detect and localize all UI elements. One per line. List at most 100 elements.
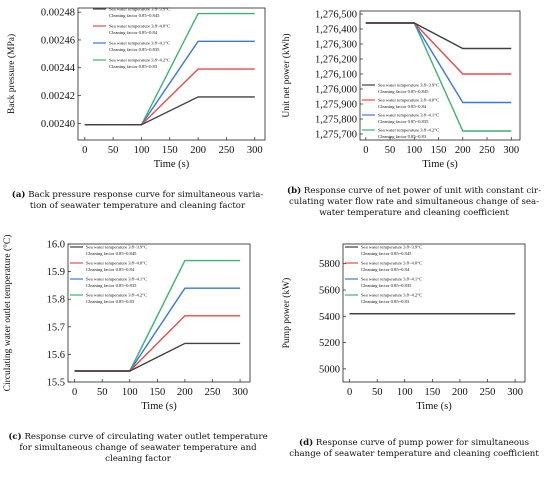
- x-axis-title: Time (s): [416, 401, 452, 412]
- x-axis-title: Time (s): [154, 159, 190, 170]
- x-tick-label: 300: [247, 145, 263, 156]
- y-tick-label: 15.8: [47, 295, 65, 306]
- legend-label: Sea water temperature 3.8~3.9°C: [86, 245, 147, 250]
- series-line-black: [365, 22, 512, 50]
- x-tick-label: 150: [431, 145, 447, 156]
- x-tick-label: 50: [385, 145, 396, 156]
- x-tick-label: 50: [97, 387, 108, 398]
- chart-c-svg: 0 50 100 150 200 250 300 15.5 15.6 15.7 15.8 15.9 16…: [2, 235, 251, 412]
- x-tick-label: 250: [205, 387, 221, 398]
- x-tick-label: 150: [149, 387, 165, 398]
- y-tick-label: 1,275,900: [315, 100, 357, 111]
- legend-label: Cleaning factor 0.85~0.845: [86, 251, 137, 256]
- y-tick-label: 5600: [319, 286, 340, 297]
- legend-label: Cleaning factor 0.85~0.84: [378, 104, 427, 109]
- x-tick-label: 300: [503, 145, 519, 156]
- caption-text: culating water flow rate and simultaneou…: [288, 197, 539, 207]
- plot-frame: [342, 243, 526, 383]
- series-line-black: [74, 342, 241, 372]
- legend-label: Cleaning factor 0.85~0.84: [86, 267, 135, 272]
- legend-label: Sea water temperature 3.8~4.1°C: [361, 277, 422, 282]
- chart-panel-b: 0 50 100 150 200 250 300 1,275,700 1,275,800 1,27…: [275, 0, 550, 235]
- legend-label: Cleaning factor 0.85~0.835: [109, 47, 160, 52]
- y-axis-title: Unit net power (kWh): [281, 33, 292, 117]
- y-tick-label: 15.5: [47, 378, 65, 389]
- x-tick-label: 200: [455, 145, 471, 156]
- legend-label: Cleaning factor 0.85~0.83: [86, 299, 135, 304]
- legend-label: Sea water temperature 3.8~4.1°C: [378, 113, 439, 118]
- chart-a-svg: 0 50 100 150 200 250 300 0.00240 0.00242 0.00244 0…: [6, 7, 266, 170]
- caption-text: for simultaneous change of seawater temp…: [19, 443, 257, 453]
- series-line-blue: [84, 40, 255, 126]
- series-line-black: [84, 96, 255, 126]
- legend-label: Cleaning factor 0.85~0.84: [361, 267, 410, 272]
- y-tick-label: 1,276,500: [315, 10, 357, 21]
- legend-label: Sea water temperature 3.8~4.2°C: [378, 128, 439, 133]
- chart-d-svg: 0 50 100 150 200 250 300 5000 5200 5400 5600 5800 Ti…: [281, 243, 526, 412]
- caption-text: tion of seawater temperature and cleanin…: [29, 201, 246, 211]
- caption-tag: (c): [8, 432, 22, 442]
- y-axis-title: Pump power (kW): [281, 278, 292, 349]
- caption-c: (c) Response curve of circulating water …: [6, 432, 270, 465]
- legend-label: Sea water temperature 3.8~4.1°C: [109, 41, 170, 46]
- y-tick-label: 15.9: [47, 267, 65, 278]
- x-tick-label: 250: [479, 145, 495, 156]
- caption-tag: (d): [299, 438, 314, 448]
- x-tick-label: 0: [72, 387, 77, 398]
- caption-tag: (b): [287, 186, 302, 196]
- x-tick-label: 200: [452, 387, 468, 398]
- x-tick-label: 100: [122, 387, 138, 398]
- x-tick-label: 150: [424, 387, 440, 398]
- plot-frame: [77, 7, 266, 141]
- caption-text: cleaning factor: [105, 454, 171, 464]
- y-tick-label: 1,276,300: [315, 40, 357, 51]
- caption-text: change of seawater temperature and clean…: [289, 449, 539, 459]
- y-tick-label: 1,276,000: [315, 85, 357, 96]
- caption-text: Response curve of pump power for simulta…: [313, 438, 529, 448]
- x-tick-label: 0: [347, 387, 352, 398]
- plot-frame: [67, 243, 251, 383]
- y-tick-label: 0.00246: [41, 35, 75, 46]
- legend-label: Sea water temperature 3.8~3.9°C: [109, 7, 170, 12]
- x-tick-label: 50: [108, 145, 119, 156]
- y-tick-label: 0.00244: [41, 63, 76, 74]
- x-tick-label: 200: [190, 145, 206, 156]
- plot-frame: [359, 10, 521, 141]
- y-tick-label: 1,276,100: [315, 70, 357, 81]
- caption-d: (d) Response curve of pump power for sim…: [285, 438, 543, 460]
- legend-label: Cleaning factor 0.85~0.83: [361, 299, 410, 304]
- x-tick-label: 100: [134, 145, 150, 156]
- chart-panel-d: 0 50 100 150 200 250 300 5000 5200 5400 5600 5800 Ti…: [275, 232, 550, 478]
- chart-b-svg: 0 50 100 150 200 250 300 1,275,700 1,275,800 1,27…: [281, 10, 521, 170]
- x-tick-label: 0: [82, 145, 87, 156]
- legend-label: Cleaning factor 0.85~0.835: [86, 283, 137, 288]
- legend-label: Sea water temperature 3.8~4.0°C: [86, 261, 147, 266]
- legend-label: Cleaning factor 0.85~0.845: [361, 251, 412, 256]
- caption-text: Response curve of net power of unit with…: [301, 186, 541, 196]
- y-tick-label: 5800: [319, 259, 340, 270]
- y-tick-label: 1,275,800: [315, 115, 357, 126]
- legend-label: Cleaning factor 0.85~0.845: [378, 89, 429, 94]
- y-axis-title: Back pressure (MPa): [6, 34, 17, 114]
- y-tick-label: 16.0: [47, 240, 65, 251]
- legend-label: Cleaning factor 0.85~0.835: [361, 283, 412, 288]
- legend-label: Cleaning factor 0.85~0.83: [109, 64, 158, 69]
- legend-label: Sea water temperature 3.8~4.1°C: [86, 277, 147, 282]
- legend-label: Sea water temperature 3.8~4.2°C: [86, 293, 147, 298]
- x-tick-label: 0: [363, 145, 368, 156]
- x-tick-label: 50: [372, 387, 383, 398]
- y-axis-title: Circulating water outlet temperature (°C…: [2, 235, 13, 392]
- caption-a: (a) Back pressure response curve for sim…: [10, 190, 265, 212]
- caption-text: Response curve of circulating water outl…: [21, 432, 268, 442]
- legend-label: Sea water temperature 3.8~3.9°C: [361, 245, 422, 250]
- legend-label: Sea water temperature 3.8~4.2°C: [109, 58, 170, 63]
- y-tick-label: 0.00248: [41, 8, 75, 19]
- legend-label: Cleaning factor 0.85~0.83: [378, 134, 427, 139]
- legend-label: Cleaning factor 0.85~0.835: [378, 119, 429, 124]
- x-tick-label: 300: [507, 387, 523, 398]
- legend-label: Sea water temperature 3.8~4.2°C: [361, 293, 422, 298]
- x-axis-title: Time (s): [141, 401, 177, 412]
- y-tick-label: 0.00242: [41, 91, 75, 102]
- x-tick-label: 250: [219, 145, 235, 156]
- x-tick-label: 250: [480, 387, 496, 398]
